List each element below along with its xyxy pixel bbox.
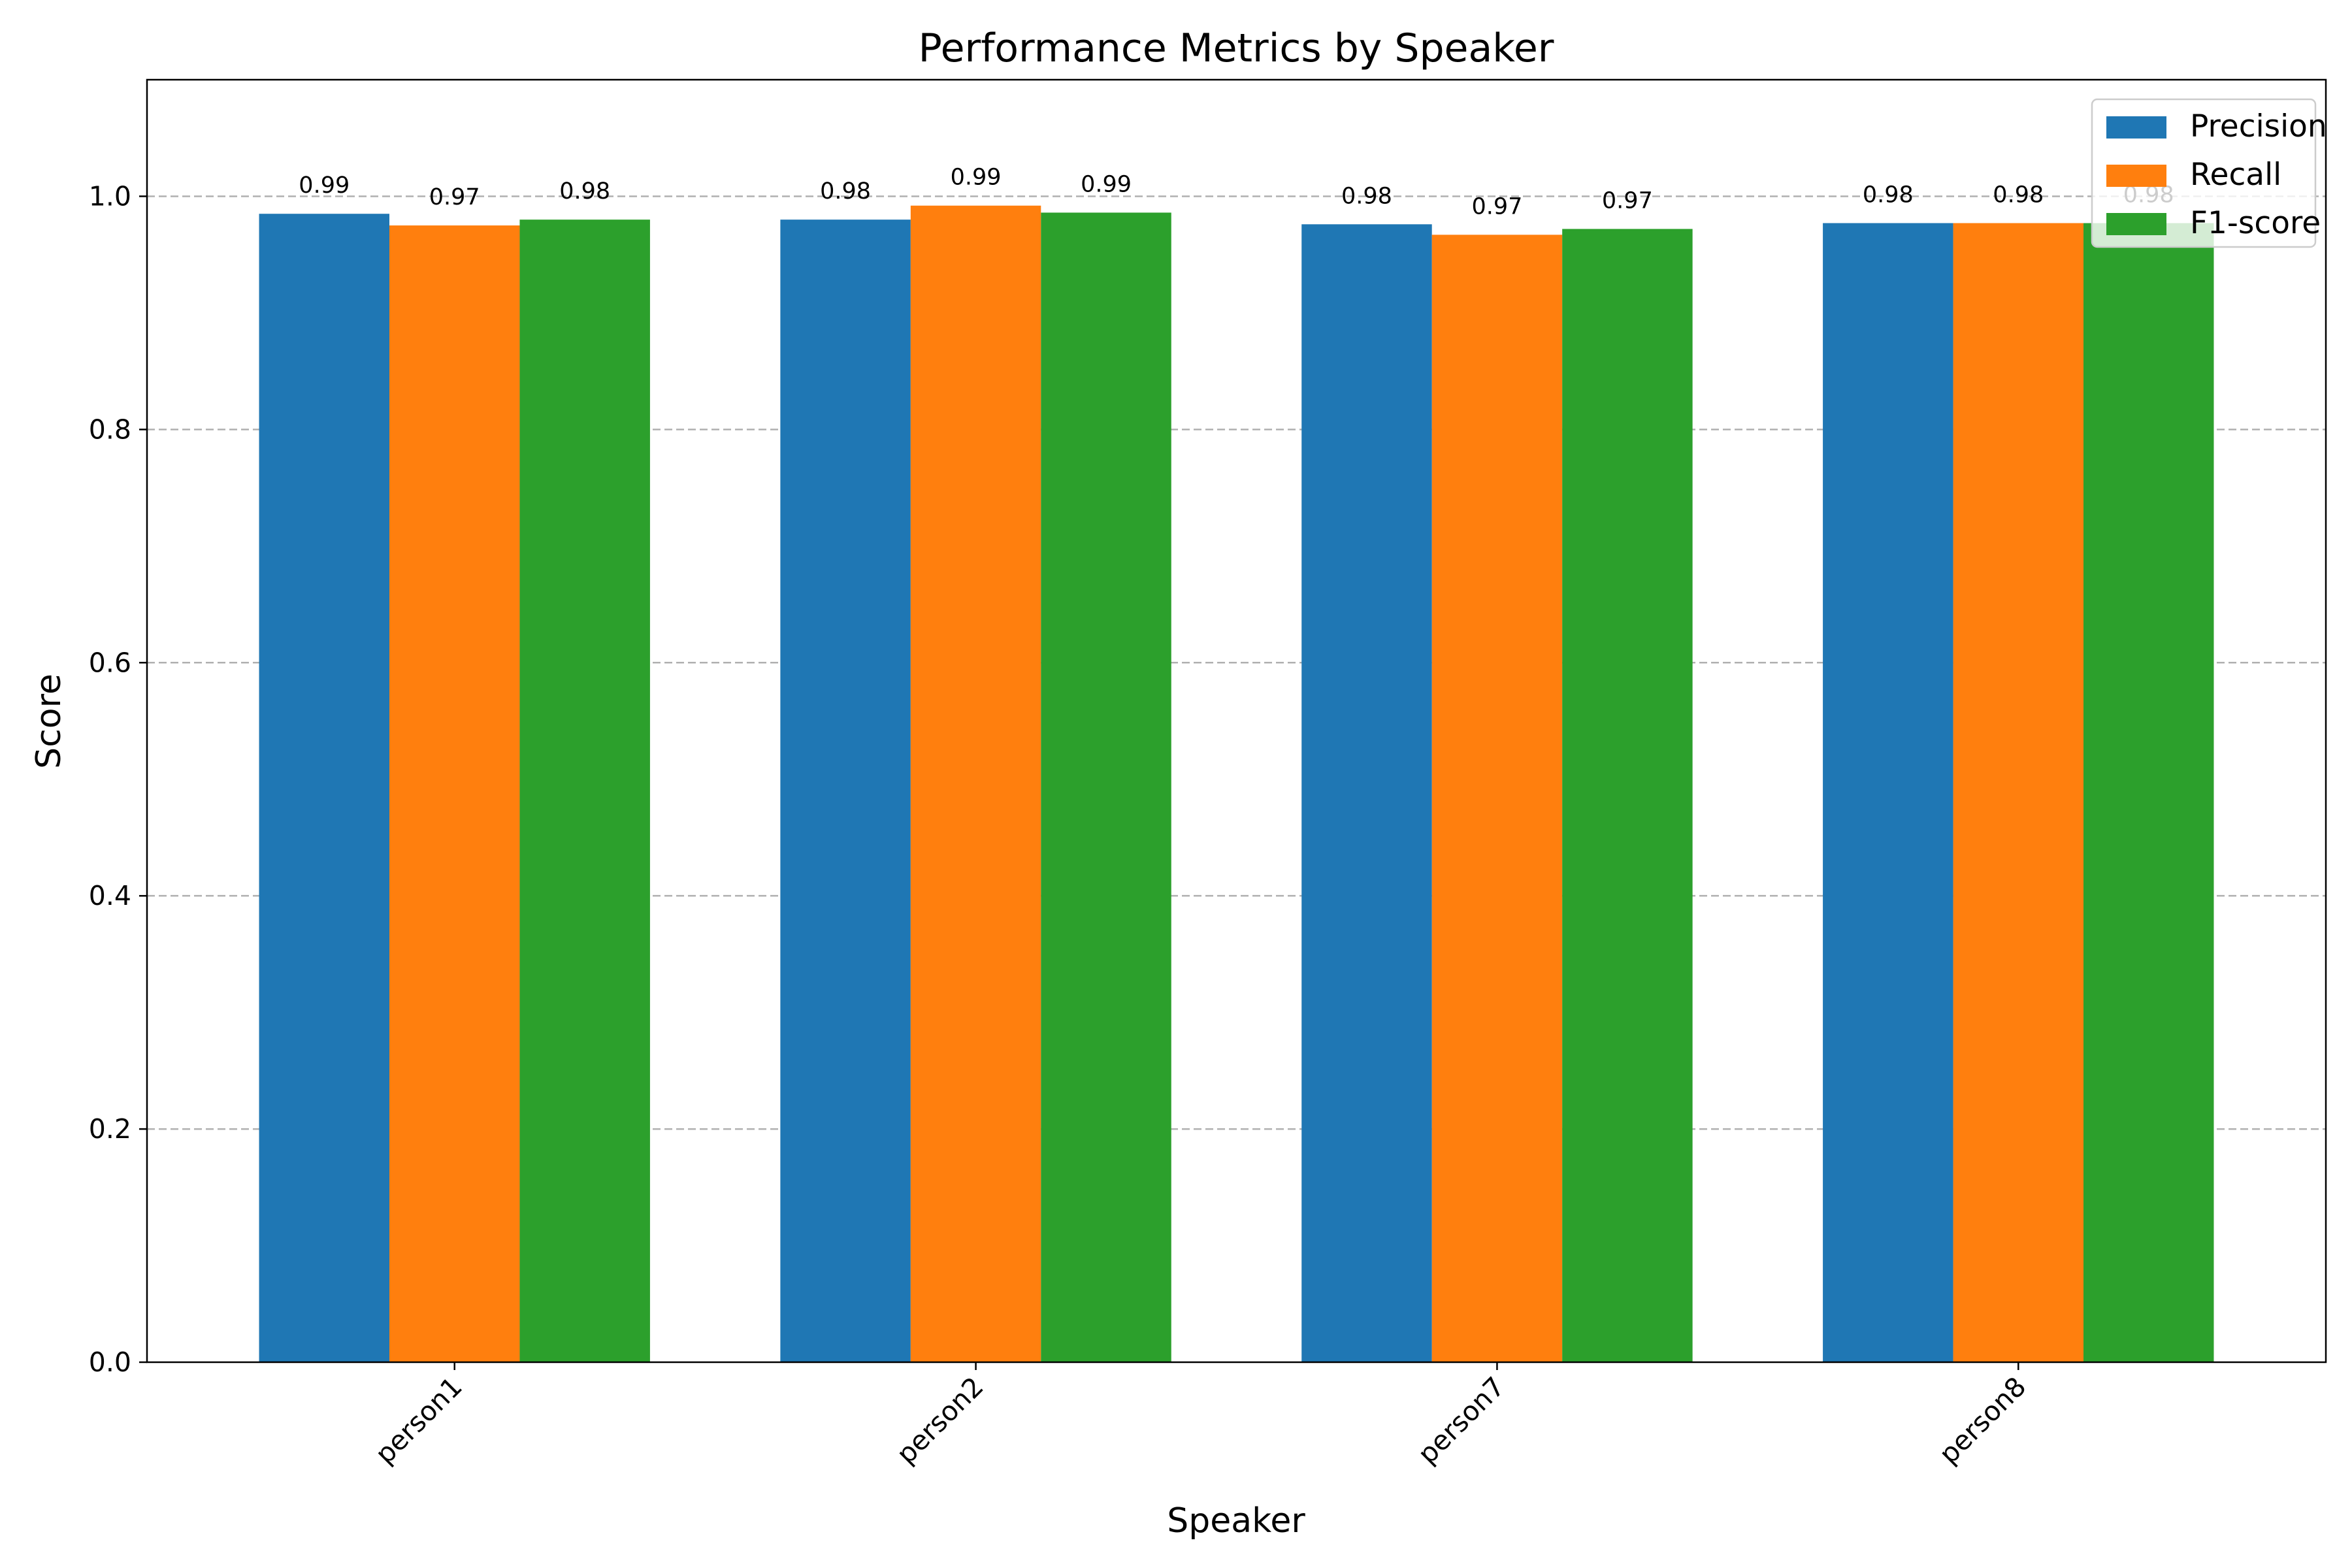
data-label: 0.97 bbox=[1471, 193, 1522, 220]
data-label: 0.99 bbox=[1081, 171, 1132, 197]
x-tick-label-person2: person2 bbox=[890, 1371, 990, 1470]
x-axis-label: Speaker bbox=[1167, 1501, 1305, 1541]
bar-f1-score-person1 bbox=[519, 220, 650, 1362]
x-tick-label-person1: person1 bbox=[369, 1371, 468, 1470]
plot-frame bbox=[146, 78, 2327, 1364]
y-tick-label: 0.6 bbox=[89, 647, 131, 678]
x-tick-label-person7: person7 bbox=[1412, 1371, 1511, 1470]
y-axis-label: Score bbox=[29, 674, 69, 769]
bar-f1-score-person8 bbox=[2083, 223, 2214, 1363]
x-axis: person1 person2 person7 person8 bbox=[369, 1362, 2032, 1470]
bar-f1-score-person2 bbox=[1041, 212, 1171, 1362]
bar-precision-person7 bbox=[1301, 224, 1432, 1362]
x-tick-label-person8: person8 bbox=[1933, 1371, 2033, 1470]
bar-recall-person2 bbox=[910, 205, 1041, 1362]
data-label: 0.99 bbox=[951, 165, 1002, 191]
data-label: 0.97 bbox=[429, 184, 480, 210]
data-label: 0.98 bbox=[820, 178, 871, 204]
legend-swatch-f1-score bbox=[2106, 213, 2166, 235]
data-label: 0.98 bbox=[1341, 183, 1392, 209]
bar-f1-score-person7 bbox=[1562, 229, 1693, 1362]
data-label: 0.99 bbox=[299, 172, 350, 199]
bar-precision-person2 bbox=[780, 220, 911, 1362]
y-tick-label: 1.0 bbox=[89, 180, 131, 212]
legend-label-recall: Recall bbox=[2190, 157, 2281, 193]
bar-precision-person8 bbox=[1823, 223, 1953, 1363]
data-label: 0.98 bbox=[1993, 182, 2044, 208]
y-tick-label: 0.0 bbox=[89, 1347, 131, 1378]
chart-title: Performance Metrics by Speaker bbox=[919, 25, 1554, 71]
legend-label-f1-score: F1-score bbox=[2190, 205, 2321, 241]
bars-layer bbox=[259, 205, 2214, 1363]
data-labels-layer: 0.99 0.98 0.98 0.98 0.97 0.99 0.97 0.98 0.98 0.99… bbox=[299, 165, 2174, 220]
bar-recall-person8 bbox=[1953, 223, 2084, 1363]
bar-recall-person7 bbox=[1431, 235, 1563, 1363]
y-axis: 0.0 0.2 0.4 0.6 0.8 1.0 bbox=[89, 180, 147, 1378]
data-label: 0.98 bbox=[559, 178, 610, 204]
y-tick-label: 0.2 bbox=[89, 1113, 131, 1145]
legend-swatch-precision bbox=[2106, 116, 2166, 139]
bar-recall-person1 bbox=[389, 225, 520, 1363]
data-label: 0.98 bbox=[1863, 182, 1914, 208]
data-label: 0.97 bbox=[1602, 188, 1653, 214]
legend-label-precision: Precision bbox=[2190, 108, 2327, 144]
legend-swatch-recall bbox=[2106, 165, 2166, 187]
bar-precision-person1 bbox=[259, 214, 389, 1363]
legend: Precision Recall F1-score bbox=[2091, 98, 2327, 248]
y-tick-label: 0.8 bbox=[89, 414, 131, 445]
y-tick-label: 0.4 bbox=[89, 880, 131, 911]
